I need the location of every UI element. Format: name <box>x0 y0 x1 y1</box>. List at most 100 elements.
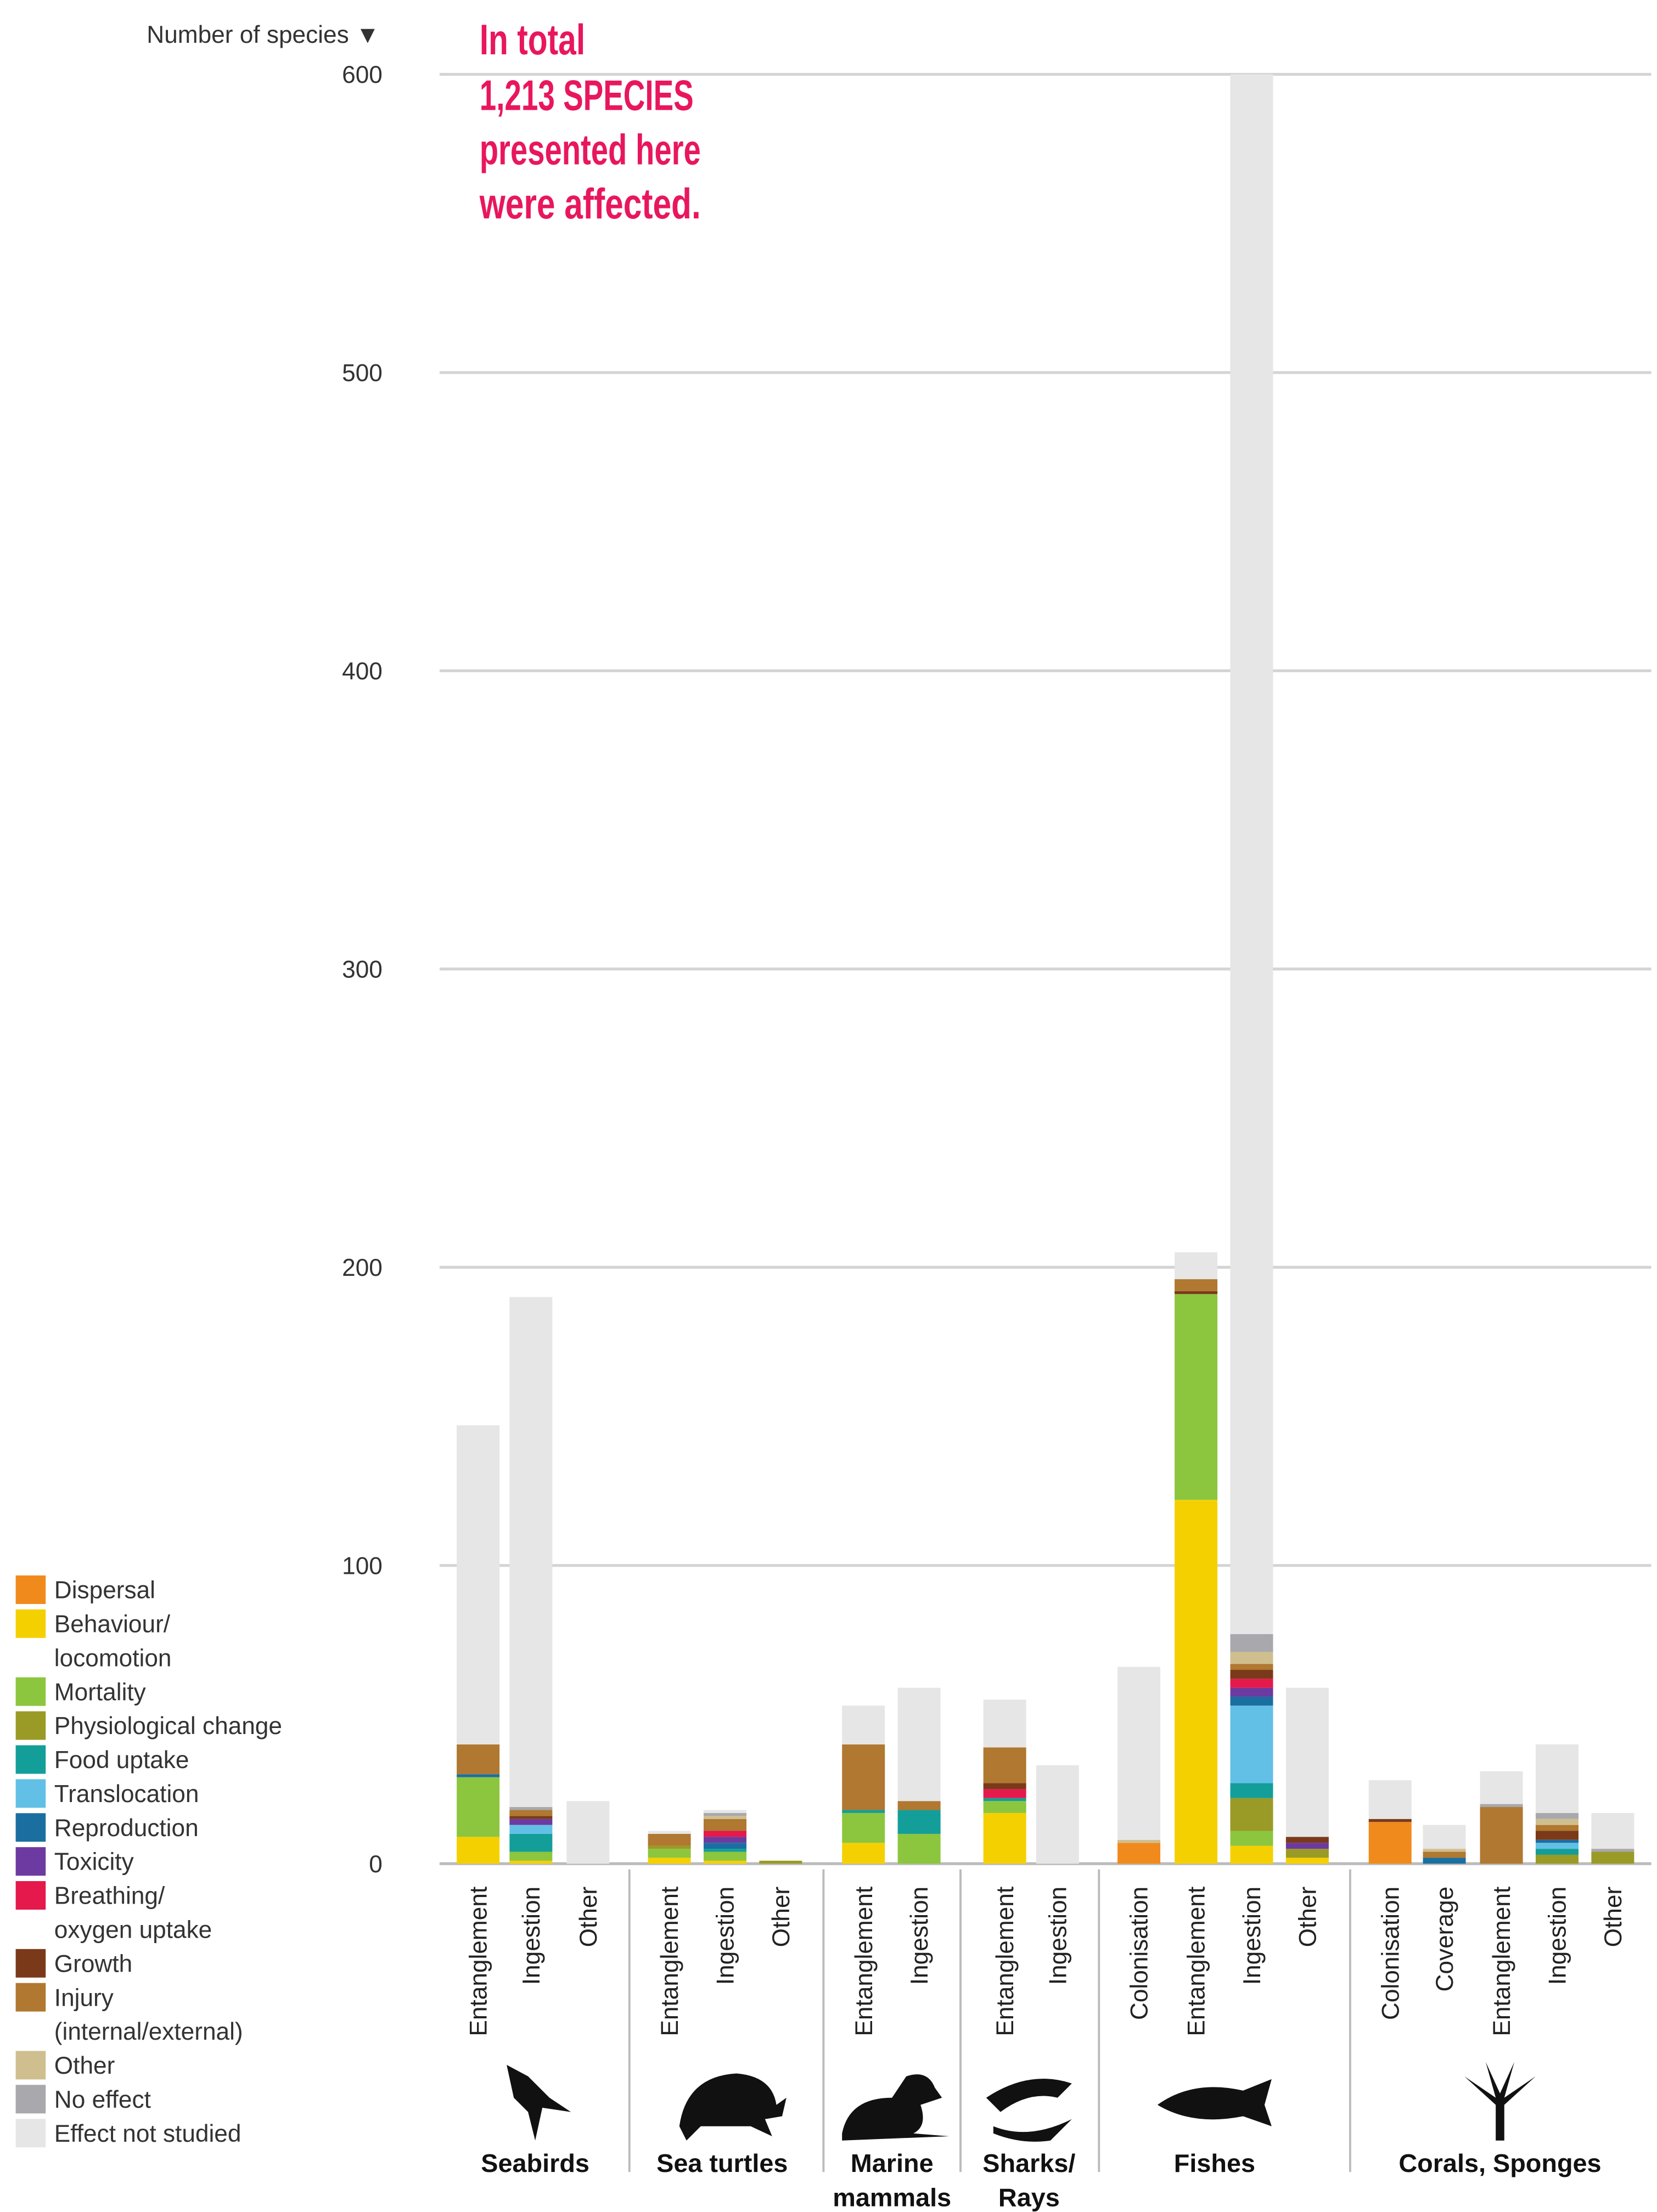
bar-segment-notstudied <box>1036 1765 1079 1864</box>
bar-segment-notstudied <box>703 1810 746 1813</box>
legend-swatch-toxicity <box>15 1847 46 1876</box>
group-label: Sea turtles <box>656 2149 788 2177</box>
x-tick-label: Entanglement <box>1183 1887 1210 2036</box>
bar-segment-notstudied <box>1175 1252 1218 1280</box>
legend-label: Food uptake <box>54 1747 189 1774</box>
bar-segment-behaviour <box>457 1837 500 1864</box>
coral-icon <box>1464 2062 1536 2141</box>
legend-label: Reproduction <box>54 1815 199 1842</box>
legend-swatch-breathing <box>15 1881 46 1910</box>
x-tick-label: Other <box>575 1887 602 1948</box>
x-tick-labels: Entanglement Ingestion Other Entanglement In… <box>465 1887 1627 2036</box>
bar-segment-growth <box>1285 1837 1329 1843</box>
x-tick-label: Ingestion <box>1044 1887 1071 1985</box>
bar-segment-other <box>1535 1819 1579 1825</box>
bar-segment-toxicity <box>1230 1687 1273 1697</box>
bar-segment-injury <box>983 1747 1026 1783</box>
y-tick-label: 600 <box>342 61 383 88</box>
bar-segment-notstudied <box>842 1706 885 1744</box>
bar-segment-physio <box>1535 1854 1579 1864</box>
x-tick-label: Colonisation <box>1126 1887 1153 2020</box>
bar-segment-growth <box>509 1816 553 1819</box>
x-tick-label: Entanglement <box>656 1887 683 2036</box>
x-tick-label: Ingestion <box>906 1887 933 1985</box>
bar-segment-repro <box>703 1843 746 1849</box>
legend-label: Physiological change <box>54 1713 282 1740</box>
legend-label: (internal/external) <box>54 2018 243 2045</box>
bar-segment-notstudied <box>1423 1825 1466 1849</box>
bar-segment-mortality <box>842 1813 885 1843</box>
bar-segment-noeffect <box>509 1807 553 1810</box>
legend-label: No effect <box>54 2086 151 2113</box>
bar-segment-growth <box>983 1783 1026 1789</box>
x-tick-label: Other <box>1295 1887 1322 1948</box>
legend-swatch-physio <box>15 1711 46 1740</box>
bar-segment-toxicity <box>509 1819 553 1825</box>
bar-segment-injury <box>1480 1807 1523 1864</box>
bar-segment-mortality <box>457 1777 500 1837</box>
x-tick-label: Coverage <box>1431 1887 1458 1992</box>
seal-icon <box>842 2074 950 2141</box>
annotation-line: In total <box>480 15 585 64</box>
x-tick-label: Entanglement <box>992 1887 1019 2036</box>
y-tick-label: 400 <box>342 658 383 685</box>
bar-segment-notstudied <box>509 1297 553 1808</box>
legend-label: Other <box>54 2052 115 2079</box>
legend-label: Breathing/ <box>54 1883 165 1910</box>
legend-label: Dispersal <box>54 1577 155 1604</box>
bar-segment-injury <box>509 1810 553 1816</box>
bar-segment-transloc <box>1535 1843 1579 1849</box>
seabird-icon <box>507 2064 571 2141</box>
bar-segment-toxicity <box>1285 1843 1329 1849</box>
bar-segment-noeffect <box>1480 1804 1523 1808</box>
bars <box>457 74 1634 1864</box>
bar-segment-growth <box>1535 1831 1579 1840</box>
y-axis-label: Number of species ▼ <box>147 21 379 48</box>
x-tick-label: Entanglement <box>1489 1887 1515 2036</box>
group-label: Seabirds <box>481 2149 589 2177</box>
bar-segment-dispersal <box>1117 1843 1161 1864</box>
bar-segment-notstudied <box>566 1801 610 1864</box>
bar-segment-growth <box>1175 1291 1218 1294</box>
group-label: mammals <box>833 2183 951 2211</box>
annotation-line: presented here <box>480 125 701 173</box>
bar-segment-repro <box>1535 1839 1579 1843</box>
x-tick-label: Entanglement <box>851 1887 878 2036</box>
bar-segment-notstudied <box>1368 1780 1412 1819</box>
bar-segment-breathing <box>703 1831 746 1837</box>
bar-segment-food <box>983 1798 1026 1802</box>
legend-swatch-behaviour <box>15 1609 46 1638</box>
shark-icon <box>986 2079 1072 2142</box>
fish-icon <box>1157 2079 1272 2126</box>
x-tick-label: Ingestion <box>518 1887 545 1985</box>
bar-segment-food <box>1230 1783 1273 1798</box>
bar-segment-physio <box>1230 1798 1273 1831</box>
legend-swatch-dispersal <box>15 1575 46 1605</box>
group-label: Corals, Sponges <box>1398 2149 1601 2177</box>
sea-turtle-icon <box>679 2073 787 2141</box>
bar-segment-repro <box>457 1774 500 1777</box>
legend-label: locomotion <box>54 1645 172 1671</box>
legend-swatch-food <box>15 1745 46 1774</box>
bar-segment-injury <box>897 1801 941 1810</box>
group-label: Fishes <box>1174 2149 1255 2177</box>
bar-segment-noeffect <box>1591 1849 1634 1852</box>
legend-label: Growth <box>54 1950 132 1977</box>
bar-segment-physio <box>1591 1851 1634 1864</box>
bar-segment-injury <box>457 1744 500 1775</box>
x-tick-label: Ingestion <box>1239 1887 1266 1985</box>
bar-segment-breathing <box>983 1789 1026 1798</box>
bar-segment-physio <box>648 1845 691 1849</box>
y-tick-label: 200 <box>342 1254 383 1281</box>
bar-segment-food <box>509 1833 553 1852</box>
bar-segment-injury <box>1535 1825 1579 1831</box>
bar-segment-mortality <box>983 1801 1026 1813</box>
bar-segment-injury <box>842 1744 885 1810</box>
bar-segment-behaviour <box>703 1860 746 1864</box>
bar-segment-toxicity <box>703 1837 746 1843</box>
bar-segment-repro <box>1423 1858 1466 1864</box>
annotation-line: 1,213 SPECIES <box>480 71 694 119</box>
bar-segment-food <box>1535 1849 1579 1855</box>
legend-swatch-injury <box>15 1983 46 2012</box>
bar-segment-notstudied <box>1230 74 1273 1634</box>
